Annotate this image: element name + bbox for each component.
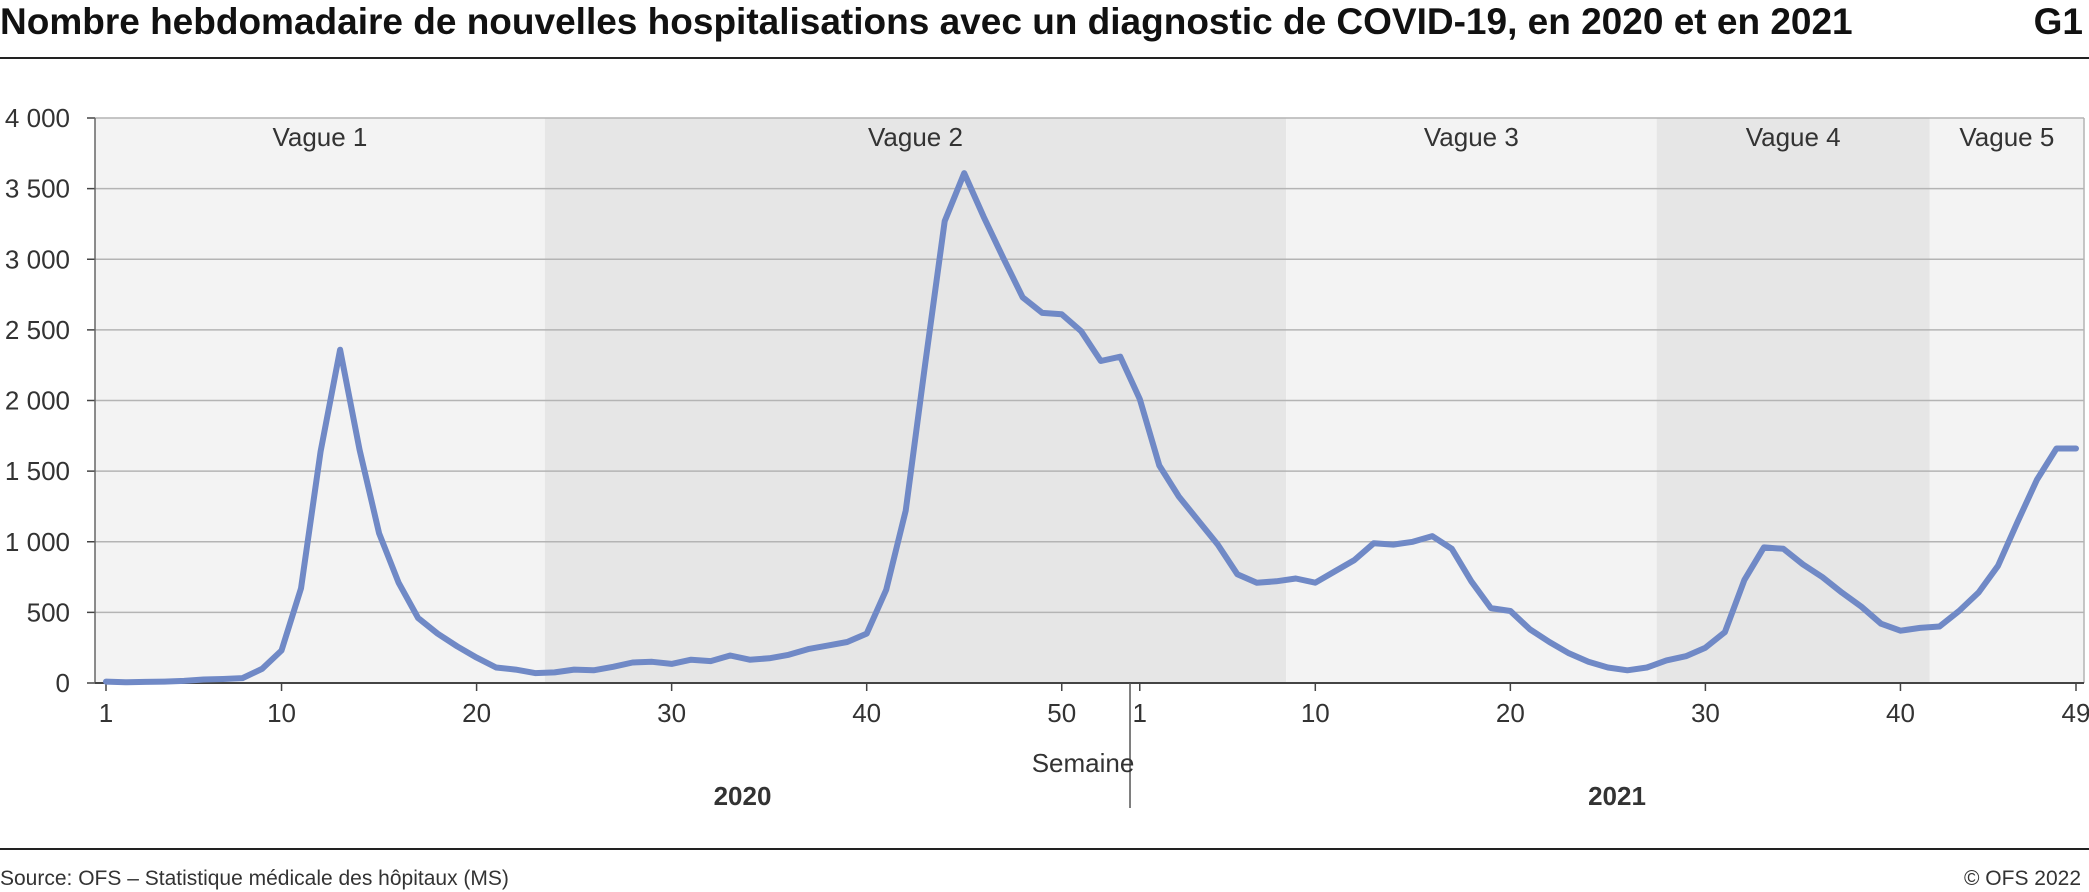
year-label-2021: 2021 (1588, 781, 1646, 811)
x-tick-label: 20 (462, 698, 491, 728)
y-tick-label: 2 500 (5, 315, 70, 345)
bottom-rule (0, 848, 2089, 850)
wave-labels: Vague 1 Vague 2 Vague 3 Vague 4 Vague 5 (272, 122, 2054, 152)
source-note: Source: OFS – Statistique médicale des h… (0, 867, 509, 890)
x-tick-label: 10 (1301, 698, 1330, 728)
chart-id: G1 (2033, 1, 2083, 42)
wave-label: Vague 3 (1424, 122, 1519, 152)
year-labels: 2020 2021 (714, 781, 1646, 811)
y-tick-label: 2 000 (5, 386, 70, 416)
y-tick-label: 1 500 (5, 456, 70, 486)
x-tick-label: 40 (852, 698, 881, 728)
x-tick-label: 1 (99, 698, 113, 728)
x-tick-label: 40 (1886, 698, 1915, 728)
y-tick-label: 1 000 (5, 527, 70, 557)
year-label-2020: 2020 (714, 781, 772, 811)
x-tick-label: 10 (267, 698, 296, 728)
y-tick-label: 4 000 (5, 103, 70, 133)
x-axis-ticks: 1 10 20 30 40 50 1 10 20 30 40 49 (99, 698, 2089, 728)
x-tick-label: 30 (657, 698, 686, 728)
wave-label: Vague 1 (272, 122, 367, 152)
y-tick-label: 3 000 (5, 244, 70, 274)
y-tick-label: 0 (56, 668, 70, 698)
x-tick-label: 30 (1691, 698, 1720, 728)
x-axis-label: Semaine (1032, 748, 1135, 778)
copyright: © OFS 2022 (1963, 867, 2081, 890)
x-tick-label: 50 (1047, 698, 1076, 728)
wave-label: Vague 2 (868, 122, 963, 152)
y-tick-label: 3 500 (5, 174, 70, 204)
series-line-hospitalisations (103, 170, 2079, 686)
y-axis-ticks: 0 500 1 000 1 500 2 000 2 500 3 000 3 500 4 000 (5, 103, 70, 698)
x-tick-label: 20 (1496, 698, 1525, 728)
gridlines (95, 117, 2084, 614)
y-tick-label: 500 (27, 597, 70, 627)
x-tick-label: 1 (1133, 698, 1147, 728)
series (103, 170, 2079, 686)
axes (87, 117, 2085, 808)
top-rule (0, 57, 2089, 59)
wave-label: Vague 4 (1746, 122, 1841, 152)
x-tick-label: 49 (2062, 698, 2089, 728)
wave-label: Vague 5 (1959, 122, 2054, 152)
chart-title: Nombre hebdomadaire de nouvelles hospita… (0, 1, 1853, 42)
